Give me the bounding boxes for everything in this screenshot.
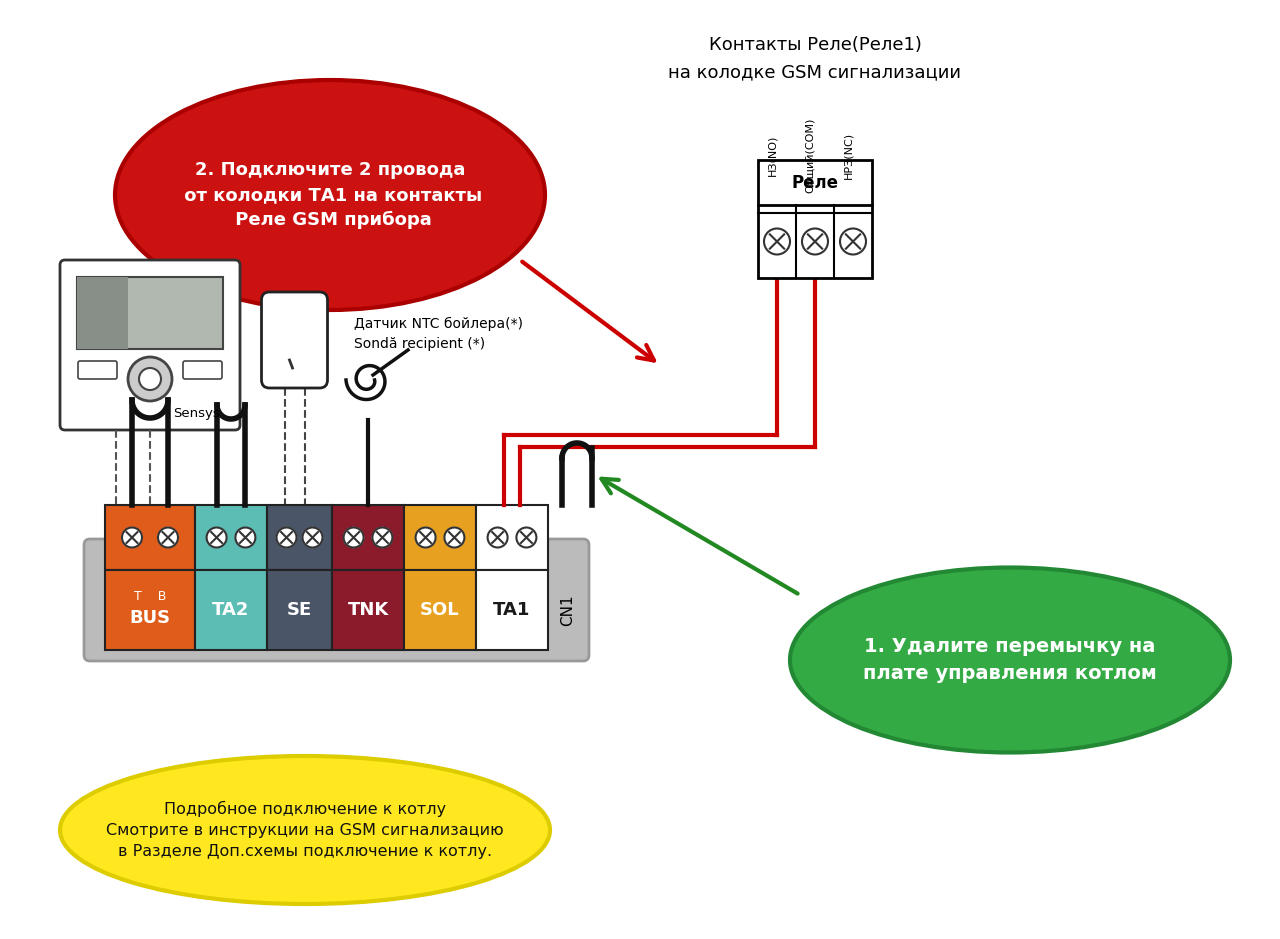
Text: на колодке GSM сигнализации: на колодке GSM сигнализации: [668, 63, 961, 81]
Circle shape: [840, 228, 867, 254]
Text: Датчик NTC бойлера(*): Датчик NTC бойлера(*): [355, 317, 524, 331]
Ellipse shape: [115, 80, 545, 310]
FancyBboxPatch shape: [261, 292, 328, 388]
Circle shape: [236, 528, 256, 547]
Circle shape: [343, 528, 364, 547]
Bar: [332, 505, 404, 570]
Text: НЗ(NO): НЗ(NO): [767, 134, 777, 176]
Text: 1. Удалите перемычку на
плате управления котлом: 1. Удалите перемычку на плате управления…: [863, 638, 1157, 683]
Circle shape: [416, 528, 435, 547]
Text: Sondă recipient (*): Sondă recipient (*): [355, 337, 485, 351]
Circle shape: [516, 528, 536, 547]
FancyBboxPatch shape: [78, 361, 116, 379]
Text: T    B: T B: [134, 590, 166, 603]
Text: BUS: BUS: [129, 609, 170, 627]
Text: НРЗ(NC): НРЗ(NC): [844, 131, 852, 178]
Text: CN1: CN1: [561, 594, 576, 625]
Text: Подробное подключение к котлу
Смотрите в инструкции на GSM сигнализацию
в Раздел: Подробное подключение к котлу Смотрите в…: [106, 801, 504, 859]
Ellipse shape: [790, 567, 1230, 752]
Text: Sensys: Sensys: [173, 407, 220, 420]
Circle shape: [122, 528, 142, 547]
Bar: [195, 505, 268, 570]
Text: SOL: SOL: [420, 601, 460, 619]
Circle shape: [140, 368, 161, 390]
Circle shape: [372, 528, 393, 547]
FancyBboxPatch shape: [60, 260, 241, 430]
Circle shape: [206, 528, 227, 547]
Text: Контакты Реле(Реле1): Контакты Реле(Реле1): [709, 36, 922, 54]
Bar: [77, 277, 223, 349]
Ellipse shape: [60, 756, 550, 904]
Circle shape: [302, 528, 323, 547]
Bar: [268, 505, 332, 570]
Text: TA1: TA1: [493, 601, 531, 619]
Bar: [404, 505, 476, 570]
Bar: [476, 505, 548, 570]
Circle shape: [444, 528, 465, 547]
Circle shape: [803, 228, 828, 254]
Text: Общий(COM): Общий(COM): [805, 117, 815, 192]
Bar: [105, 505, 195, 570]
Bar: [404, 570, 476, 650]
Circle shape: [488, 528, 508, 547]
Bar: [476, 570, 548, 650]
Bar: [758, 160, 872, 278]
Circle shape: [128, 357, 172, 401]
Bar: [105, 570, 195, 650]
FancyBboxPatch shape: [65, 400, 236, 425]
Bar: [268, 570, 332, 650]
Bar: [77, 277, 128, 349]
Text: SE: SE: [287, 601, 312, 619]
Text: Реле: Реле: [791, 174, 838, 192]
Circle shape: [157, 528, 178, 547]
Text: TNK: TNK: [347, 601, 389, 619]
Circle shape: [764, 228, 790, 254]
Bar: [332, 570, 404, 650]
Bar: [195, 570, 268, 650]
FancyBboxPatch shape: [84, 539, 589, 661]
FancyBboxPatch shape: [183, 361, 221, 379]
Circle shape: [276, 528, 297, 547]
Text: 2. Подключите 2 провода
 от колодки ТА1 на контакты
 Реле GSM прибора: 2. Подключите 2 провода от колодки ТА1 н…: [178, 161, 483, 229]
Text: TA2: TA2: [212, 601, 250, 619]
